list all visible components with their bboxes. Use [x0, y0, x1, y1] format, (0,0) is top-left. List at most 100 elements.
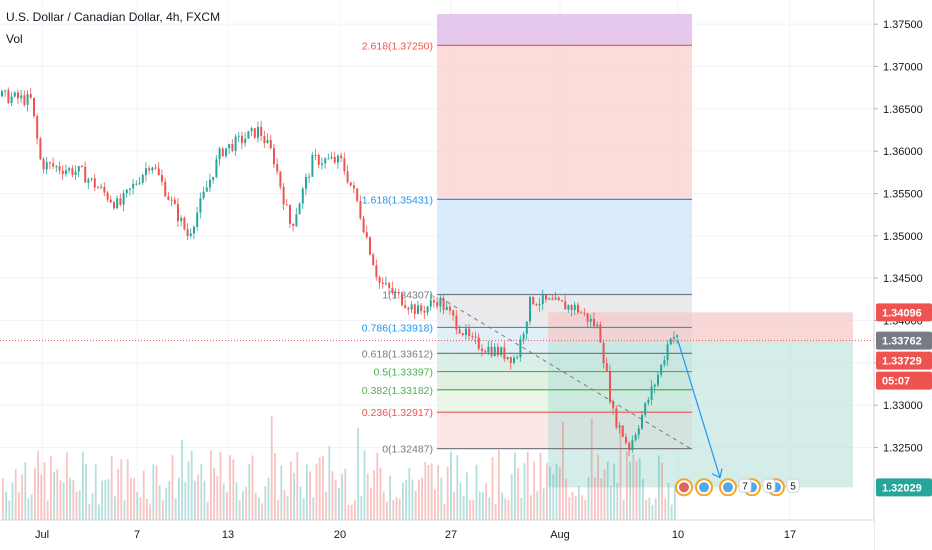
candle-body [353, 185, 355, 189]
candle-body [77, 166, 80, 172]
volume-bar [379, 467, 382, 520]
volume-bar [72, 480, 75, 520]
volume-bar [85, 463, 87, 520]
candle-body [500, 347, 503, 356]
volume-bar [133, 478, 135, 520]
volume-bar [11, 482, 14, 520]
candle-body [474, 336, 477, 338]
volume-bar [475, 464, 478, 520]
volume-bar [78, 490, 81, 520]
volume-bar [114, 496, 116, 520]
candle-body [161, 175, 163, 182]
candle-body [308, 176, 311, 178]
candle-body [641, 415, 643, 429]
candle-body [269, 139, 272, 149]
volume-bar [101, 480, 103, 520]
price-tag [876, 478, 932, 497]
volume-bar [386, 501, 388, 520]
candle-body [106, 192, 109, 200]
candle-body [513, 357, 515, 363]
candle-body [209, 179, 211, 188]
volume-bar [491, 457, 494, 520]
volume-bar [338, 488, 340, 520]
volume-bar [165, 488, 167, 520]
volume-bar [466, 472, 468, 520]
volume-bar [325, 491, 327, 520]
volume-bar [216, 475, 219, 520]
candle-body [228, 143, 231, 149]
candle-body [394, 291, 397, 293]
candle-body [202, 191, 205, 199]
price-tick-label: 1.34500 [883, 273, 923, 285]
candle-body [186, 229, 189, 237]
volume-bar [587, 476, 590, 520]
candle-body [407, 307, 410, 310]
volume-bar [184, 482, 187, 520]
volume-bar [533, 461, 535, 520]
volume-bar [53, 471, 55, 520]
volume-bar [552, 474, 555, 520]
candle-body [609, 371, 611, 402]
volume-bar [210, 450, 212, 520]
volume-bar [37, 450, 39, 520]
candle-body [340, 155, 343, 159]
candle-body [234, 136, 237, 151]
volume-bar [136, 492, 139, 520]
fib-level-label: 1(1.34307) [382, 290, 433, 302]
fib-zone [437, 45, 692, 200]
volume-bar [382, 491, 385, 520]
volume-bar [610, 485, 612, 520]
volume-bar [674, 485, 676, 520]
volume-bar [565, 479, 567, 520]
candle-body [365, 232, 368, 238]
candle-body [471, 335, 474, 337]
candle-body [116, 198, 119, 209]
volume-bar [392, 500, 395, 520]
candle-body [141, 174, 144, 183]
candle-body [381, 282, 384, 285]
volume-bar [34, 468, 36, 520]
volume-bar [350, 504, 353, 520]
volume-bar [296, 452, 299, 520]
candle-body [81, 166, 83, 168]
volume-bar [139, 497, 142, 520]
volume-bar [654, 498, 657, 520]
volume-bar [574, 495, 577, 520]
candle-body [375, 265, 378, 278]
volume-bar [229, 455, 231, 520]
volume-bar [149, 504, 151, 520]
time-tick-label: 13 [222, 529, 234, 541]
candle-body [410, 304, 413, 310]
candle-body [97, 187, 99, 189]
volume-bar [322, 456, 324, 520]
candle-body [362, 218, 365, 233]
candle-body [135, 183, 138, 185]
candle-body [193, 226, 195, 234]
time-axis [0, 520, 874, 550]
price-tag-label: 1.34096 [882, 307, 922, 319]
candle-body [522, 333, 525, 340]
volume-bar [181, 439, 183, 520]
volume-bar [632, 454, 635, 520]
candle-body [241, 135, 243, 143]
candle-body [33, 97, 35, 116]
candle-body [324, 158, 327, 164]
fib-level-label: 1.618(1.35431) [362, 194, 433, 206]
candle-body [487, 346, 490, 353]
candle-body [647, 399, 650, 404]
volume-bar [478, 491, 481, 520]
volume-bar [27, 498, 30, 520]
price-tag [876, 331, 932, 350]
volume-bar [261, 503, 263, 520]
candle-body [596, 324, 599, 327]
volume-bar [152, 464, 155, 520]
event-flag-icon [699, 482, 709, 493]
price-tag [876, 371, 932, 390]
symbol-title[interactable]: U.S. Dollar / Canadian Dollar, 4h, FXCM [6, 10, 221, 24]
volume-bar [523, 463, 526, 520]
candle-body [29, 94, 32, 98]
candle-body [589, 318, 592, 322]
volume-bar [616, 483, 619, 520]
volume-bar [389, 475, 391, 520]
